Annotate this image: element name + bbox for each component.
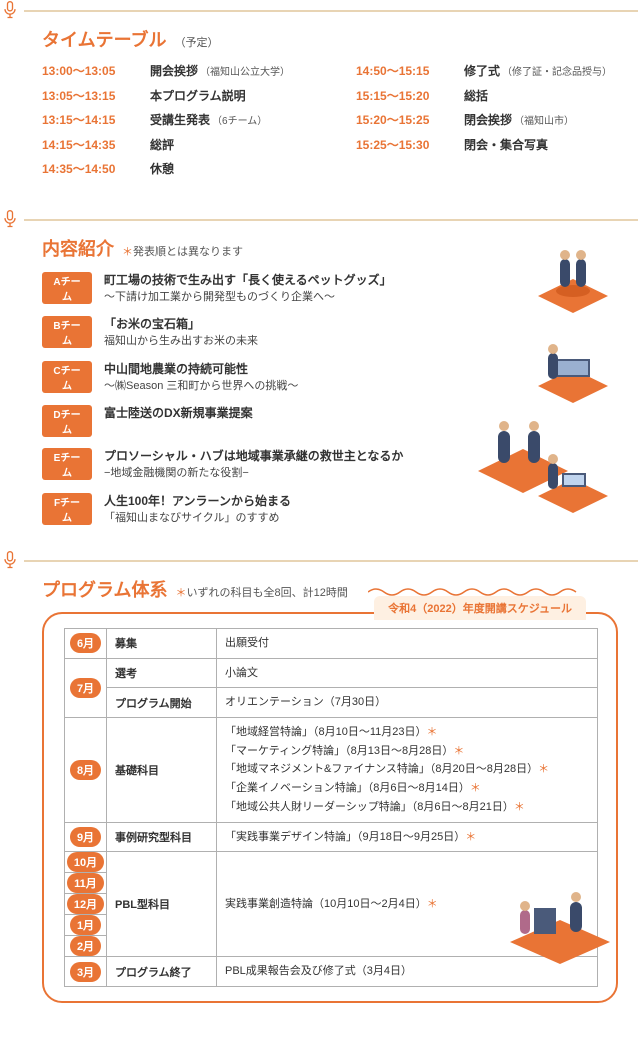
category-cell: 募集 <box>107 629 217 659</box>
head-line <box>24 219 638 221</box>
head-line <box>24 10 638 12</box>
mic-icon <box>0 550 20 570</box>
team-text: 中山間地農業の持続可能性～㈱Season 三和町から世界への挑戦～ <box>104 360 298 395</box>
timetable-row: 14:35～14:50休憩 <box>42 160 324 179</box>
timetable-section: タイムテーブル （予定） 13:00～13:05開会挨拶（福知山公立大学）13:… <box>0 0 638 185</box>
timetable-label: 休憩 <box>150 160 174 179</box>
month-cell: 9月 <box>65 822 107 852</box>
contents-body: Aチーム町工場の技術で生み出す「長く使えるペットグッズ」～下請け加工業から開発型… <box>0 271 638 527</box>
mic-icon <box>0 209 20 229</box>
team-text: プロソーシャル・ハブは地域事業承継の救世主となるか−地域金融機関の新たな役割− <box>104 447 403 482</box>
team-text: 町工場の技術で生み出す「長く使えるペットグッズ」～下請け加工業から開発型ものづく… <box>104 271 392 306</box>
team-badge: Fチーム <box>42 493 92 525</box>
detail-cell: オリエンテーション（7月30日） <box>217 688 598 718</box>
category-cell: プログラム終了 <box>107 957 217 987</box>
timetable-label: 閉会挨拶（福知山市） <box>464 111 574 130</box>
timetable-time: 15:15～15:20 <box>356 87 464 105</box>
section-head <box>0 209 638 229</box>
team-text: 「お米の宝石箱」福知山から生み出すお米の未来 <box>104 315 258 350</box>
timetable-col-left: 13:00～13:05開会挨拶（福知山公立大学）13:05～13:15本プログラ… <box>42 62 324 185</box>
timetable-label: 修了式（修了証・記念品授与） <box>464 62 612 81</box>
detail-cell: 「実践事業デザイン特論」（9月18日～9月25日）＊ <box>217 822 598 852</box>
team-badge: Eチーム <box>42 448 92 480</box>
timetable-time: 13:05～13:15 <box>42 87 150 105</box>
section-title: 内容紹介 <box>42 235 114 261</box>
timetable-label: 総評 <box>150 136 174 155</box>
timetable-row: 13:00～13:05開会挨拶（福知山公立大学） <box>42 62 324 81</box>
illustration-presenter <box>500 880 620 973</box>
program-body: 令和4（2022）年度開講スケジュール 6月募集出願受付7月選考小論文プログラム… <box>42 612 618 1003</box>
contents-section: 内容紹介 ＊発表順とは異なります Aチーム町工場の技術で生み出す「長く使えるペッ… <box>0 209 638 527</box>
month-cell: 1月 <box>65 915 107 936</box>
category-cell: 事例研究型科目 <box>107 822 217 852</box>
timetable-row: 14:50～15:15修了式（修了証・記念品授与） <box>356 62 638 81</box>
category-cell: 基礎科目 <box>107 718 217 822</box>
illustration-desk <box>518 331 628 411</box>
category-cell: PBL型科目 <box>107 852 217 957</box>
month-cell: 6月 <box>65 629 107 659</box>
timetable-time: 15:25～15:30 <box>356 136 464 154</box>
table-row: 6月募集出願受付 <box>65 629 598 659</box>
section-title: タイムテーブル <box>42 26 167 52</box>
timetable-col-right: 14:50～15:15修了式（修了証・記念品授与）15:15～15:20総括15… <box>356 62 638 185</box>
month-cell: 7月 <box>65 658 107 717</box>
team-text: 人生100年！アンラーンから始まる「福知山まなびサイクル」のすすめ <box>104 492 291 527</box>
category-cell: プログラム開始 <box>107 688 217 718</box>
team-text: 富士陸送のDX新規事業提案 <box>104 404 253 422</box>
timetable-row: 13:15～14:15受講生発表（6チーム） <box>42 111 324 130</box>
timetable-label: 受講生発表（6チーム） <box>150 111 267 130</box>
mic-icon <box>0 0 20 20</box>
timetable-label: 閉会・集合写真 <box>464 136 548 155</box>
title-note: （予定） <box>175 34 219 50</box>
timetable-label: 総括 <box>464 87 488 106</box>
month-cell: 3月 <box>65 957 107 987</box>
illustration-standing <box>518 241 628 321</box>
title-row: タイムテーブル （予定） <box>0 26 638 52</box>
timetable-row: 14:15～14:35総評 <box>42 136 324 155</box>
timetable-time: 14:35～14:50 <box>42 160 150 178</box>
section-head <box>0 550 638 570</box>
team-badge: Cチーム <box>42 361 92 393</box>
detail-cell: 出願受付 <box>217 629 598 659</box>
month-cell: 10月 <box>65 852 107 873</box>
table-row: 8月基礎科目「地域経営特論」（8月10日～11月23日）＊「マーケティング特論」… <box>65 718 598 822</box>
timetable-time: 13:15～14:15 <box>42 111 150 129</box>
table-row: プログラム開始オリエンテーション（7月30日） <box>65 688 598 718</box>
timetable-time: 14:50～15:15 <box>356 62 464 80</box>
month-cell: 12月 <box>65 894 107 915</box>
timetable-row: 15:15～15:20総括 <box>356 87 638 106</box>
timetable-label: 本プログラム説明 <box>150 87 246 106</box>
detail-cell: 「地域経営特論」（8月10日～11月23日）＊「マーケティング特論」（8月13日… <box>217 718 598 822</box>
illustration-laptop <box>518 441 628 521</box>
title-note: ＊いずれの科目も全8回、計12時間 <box>175 584 347 600</box>
table-row: 10月PBL型科目実践事業創造特論（10月10日～2月4日）＊ <box>65 852 598 873</box>
team-badge: Dチーム <box>42 405 92 437</box>
section-title: プログラム体系 <box>42 576 167 602</box>
month-cell: 11月 <box>65 873 107 894</box>
team-badge: Aチーム <box>42 272 92 304</box>
timetable-time: 15:20～15:25 <box>356 111 464 129</box>
team-badge: Bチーム <box>42 316 92 348</box>
timetable-row: 15:25～15:30閉会・集合写真 <box>356 136 638 155</box>
detail-cell: 小論文 <box>217 658 598 688</box>
timetable-body: 13:00～13:05開会挨拶（福知山公立大学）13:05～13:15本プログラ… <box>0 62 638 185</box>
timetable-row: 15:20～15:25閉会挨拶（福知山市） <box>356 111 638 130</box>
title-note: ＊発表順とは異なります <box>122 243 243 259</box>
table-row: 9月事例研究型科目「実践事業デザイン特論」（9月18日～9月25日）＊ <box>65 822 598 852</box>
program-section: プログラム体系 ＊いずれの科目も全8回、計12時間 令和4（2022）年度開講ス… <box>0 550 638 1003</box>
timetable-label: 開会挨拶（福知山公立大学） <box>150 62 290 81</box>
schedule-tab: 令和4（2022）年度開講スケジュール <box>374 596 586 620</box>
table-row: 7月選考小論文 <box>65 658 598 688</box>
timetable-time: 13:00～13:05 <box>42 62 150 80</box>
section-head <box>0 0 638 20</box>
month-cell: 8月 <box>65 718 107 822</box>
timetable-time: 14:15～14:35 <box>42 136 150 154</box>
head-line <box>24 560 638 562</box>
month-cell: 2月 <box>65 936 107 957</box>
category-cell: 選考 <box>107 658 217 688</box>
timetable-row: 13:05～13:15本プログラム説明 <box>42 87 324 106</box>
